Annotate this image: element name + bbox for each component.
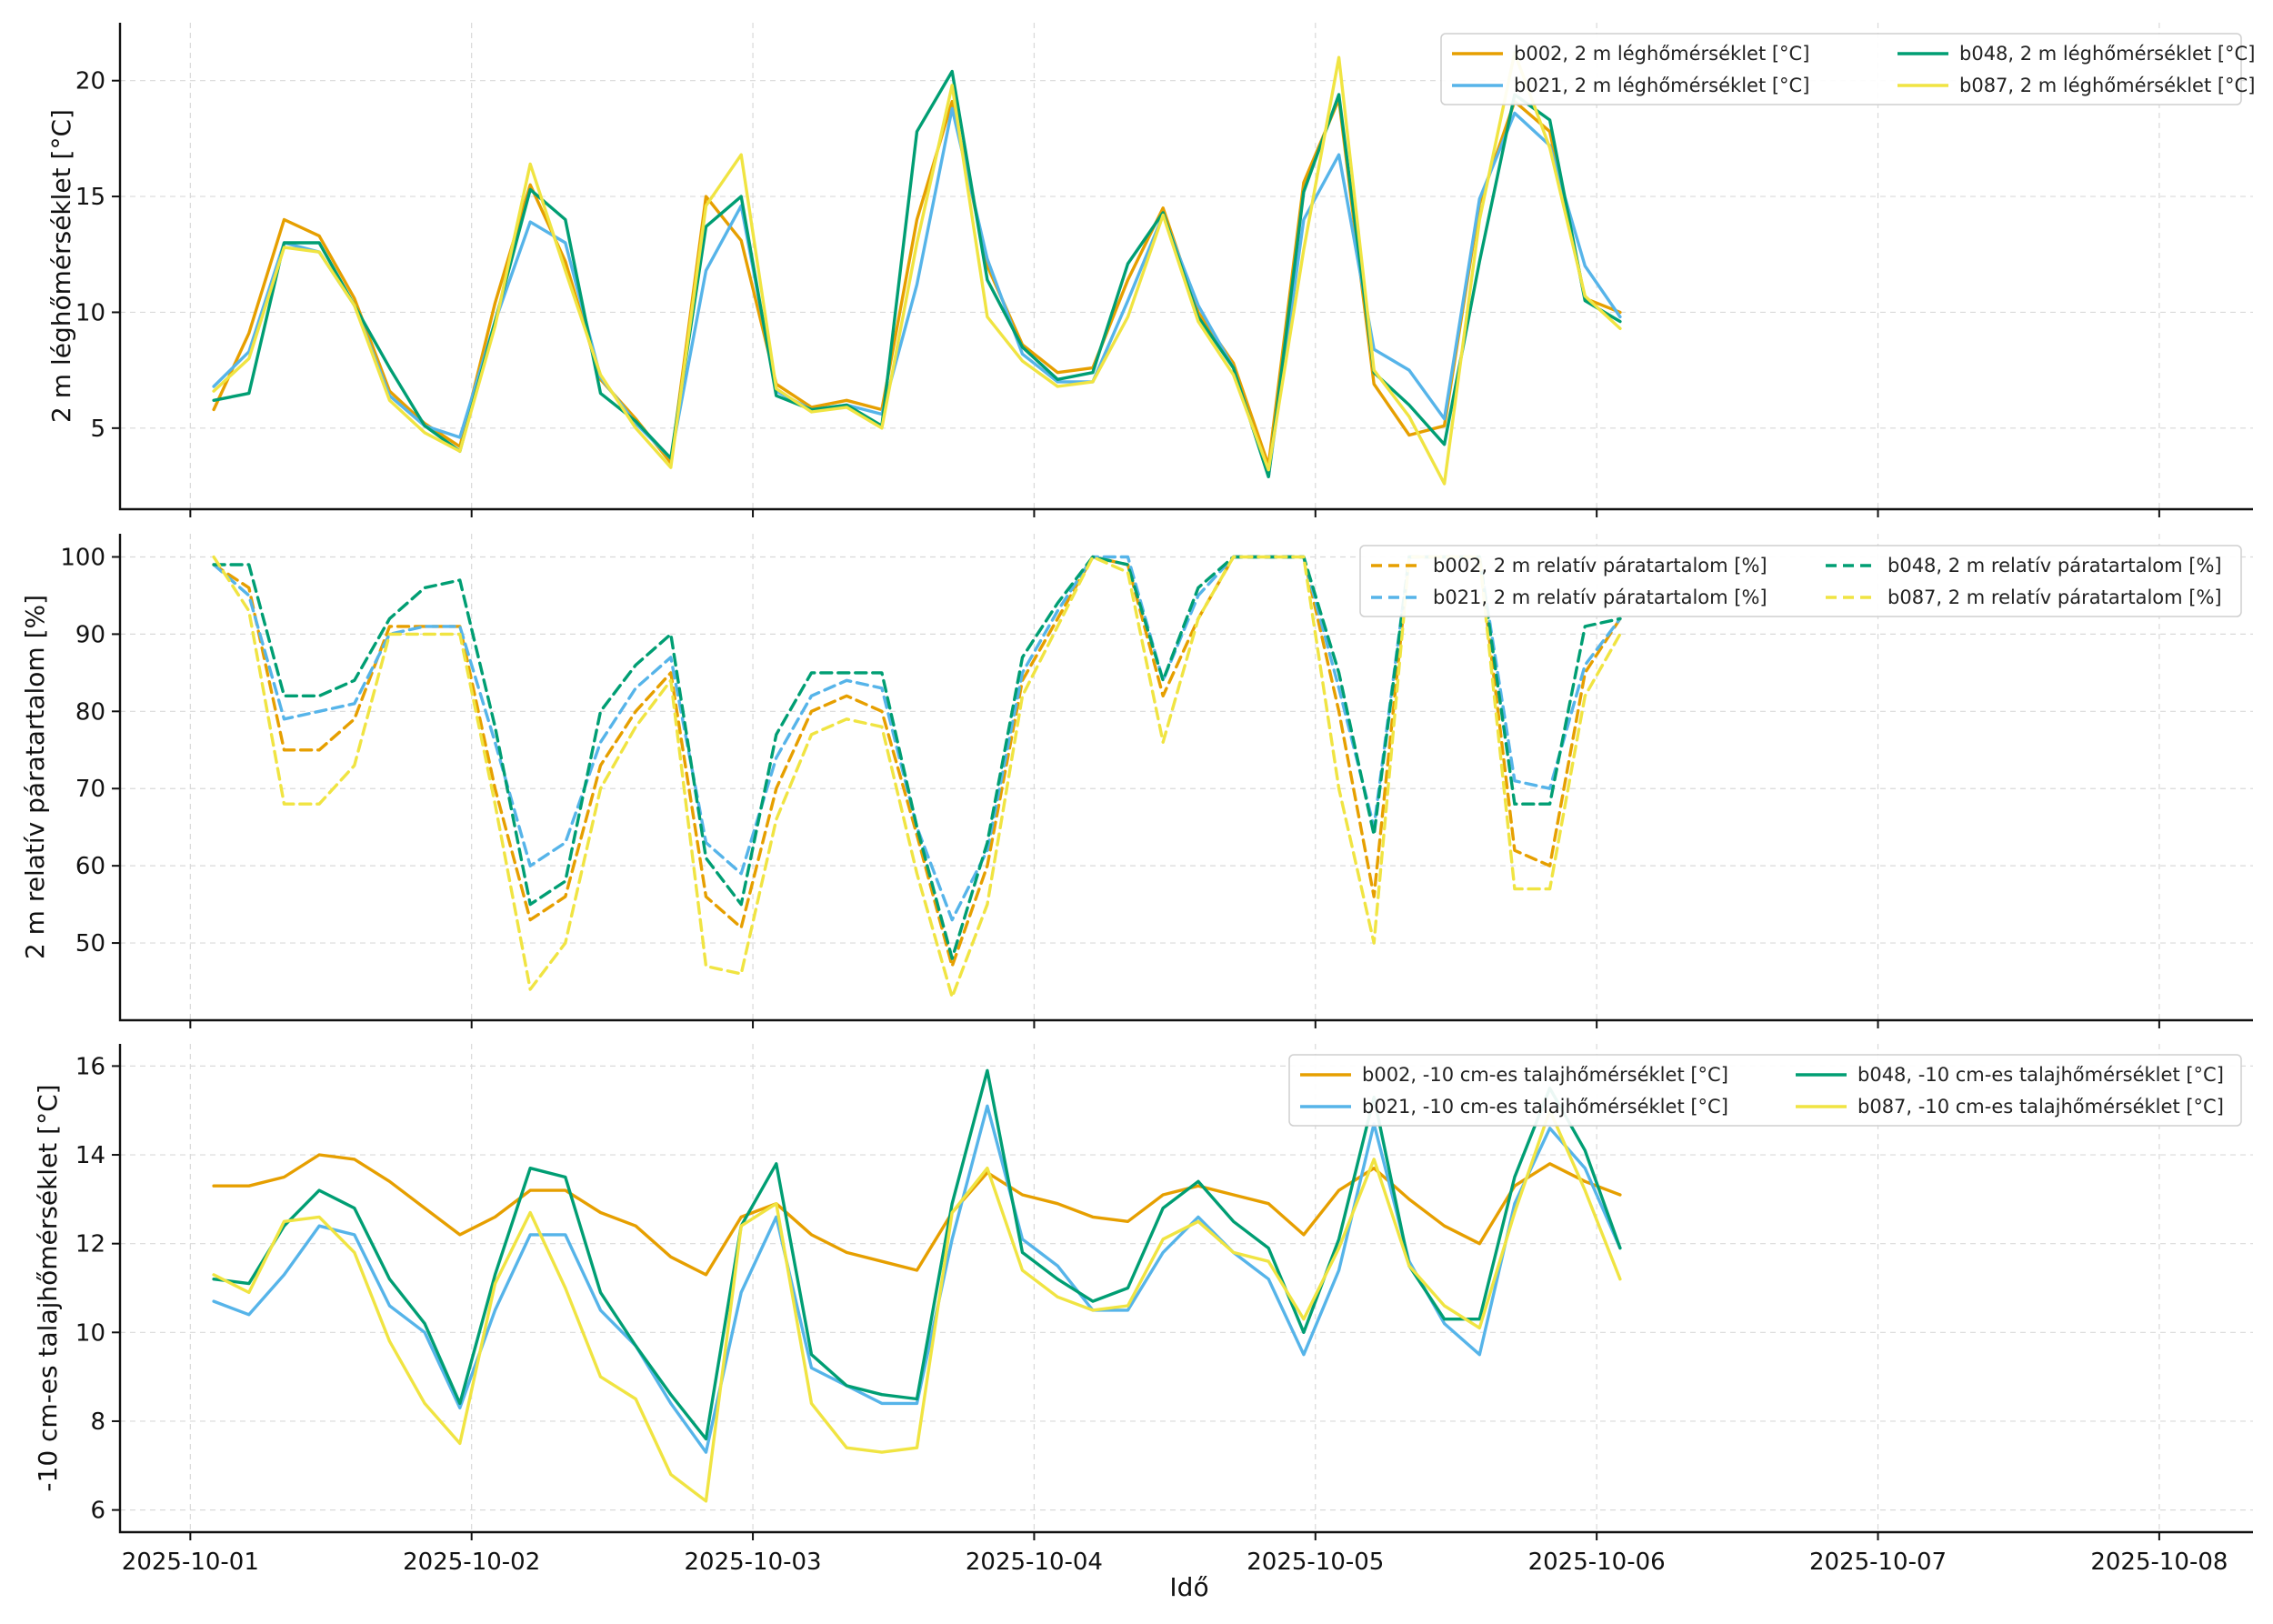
y-tick-label: 6 — [90, 1498, 105, 1525]
y-tick-label: 15 — [75, 184, 105, 211]
axis-spines — [118, 534, 2253, 1022]
x-tick-label: 2025-10-05 — [1247, 1549, 1384, 1576]
legend: b002, -10 cm-es talajhőmérséklet [°C] b02… — [1288, 1054, 2242, 1127]
y-tick-label: 20 — [75, 68, 105, 95]
legend-frame — [1440, 33, 2242, 105]
legend-label: b002, 2 m relatív páratartalom [%] — [1433, 555, 1767, 576]
y-tick-label: 16 — [75, 1053, 105, 1080]
x-tick-label: 2025-10-08 — [2090, 1549, 2228, 1576]
y-tick-label: 10 — [75, 1319, 105, 1347]
series-line-b021 — [212, 106, 1622, 478]
x-axis-title: Idő — [1169, 1572, 1208, 1602]
series-line-b048 — [212, 555, 1622, 960]
x-tick-label: 2025-10-06 — [1528, 1549, 1666, 1576]
series-line-b087 — [212, 51, 1622, 486]
legend-label: b048, -10 cm-es talajhőmérséklet [°C] — [1857, 1064, 2224, 1086]
x-tick-label: 2025-10-02 — [403, 1549, 540, 1576]
panel-air-temperature: 5 10 15 20 2 m léghőmérséklet [°C] b002, 2 m … — [46, 23, 2255, 517]
y-tick-label: 10 — [75, 299, 105, 326]
series-line-b002 — [212, 97, 1622, 467]
series-group — [212, 1068, 1622, 1503]
y-tick-label: 90 — [75, 621, 105, 648]
y-tick-label: 70 — [75, 776, 105, 803]
legend: b002, 2 m relatív páratartalom [%] b021, … — [1359, 545, 2242, 617]
series-line-b087 — [212, 1108, 1622, 1503]
axis-spines — [118, 1044, 2253, 1534]
series-group — [212, 555, 1622, 999]
legend-label: b021, 2 m léghőmérséklet [°C] — [1514, 75, 1809, 96]
panel-soil-temperature: 6 8 10 12 14 16 2025-10-01 2025-10-02 2025-10-03… — [33, 1044, 2253, 1576]
legend-label: b048, 2 m léghőmérséklet [°C] — [1959, 43, 2255, 65]
y-tick-label: 5 — [90, 416, 105, 443]
legend-label: b087, -10 cm-es talajhőmérséklet [°C] — [1857, 1096, 2224, 1118]
y-tick-label: 8 — [90, 1408, 105, 1436]
y-tick-label: 100 — [60, 544, 105, 571]
y-tick-label: 12 — [75, 1231, 105, 1258]
y-axis-title: 2 m léghőmérséklet [°C] — [46, 109, 76, 423]
x-tick-label: 2025-10-07 — [1809, 1549, 1947, 1576]
x-tick-label: 2025-10-04 — [966, 1549, 1103, 1576]
x-tick-label: 2025-10-03 — [685, 1549, 822, 1576]
legend: b002, 2 m léghőmérséklet [°C] b021, 2 m l… — [1440, 33, 2255, 105]
series-line-b002 — [212, 1153, 1622, 1277]
legend-frame — [1288, 1054, 2242, 1127]
legend-label: b002, 2 m léghőmérséklet [°C] — [1514, 43, 1809, 65]
legend-label: b002, -10 cm-es talajhőmérséklet [°C] — [1362, 1064, 1728, 1086]
series-group — [212, 51, 1622, 486]
y-tick-label: 14 — [75, 1142, 105, 1169]
y-tick-label: 50 — [75, 930, 105, 957]
legend-label: b048, 2 m relatív páratartalom [%] — [1887, 555, 2222, 576]
series-line-b048 — [212, 1068, 1622, 1441]
y-axis-title: -10 cm-es talajhőmérséklet [°C] — [33, 1084, 63, 1491]
series-line-b021 — [212, 1104, 1622, 1454]
x-tick-label: 2025-10-01 — [122, 1549, 259, 1576]
y-axis-title: 2 m relatív páratartalom [%] — [20, 595, 50, 959]
y-tick-label: 80 — [75, 698, 105, 726]
series-line-b002 — [212, 555, 1622, 968]
axis-spines — [118, 23, 2253, 511]
series-line-b087 — [212, 555, 1622, 999]
legend-label: b021, 2 m relatív páratartalom [%] — [1433, 586, 1767, 608]
legend-label: b021, -10 cm-es talajhőmérséklet [°C] — [1362, 1096, 1728, 1118]
legend-frame — [1359, 545, 2242, 617]
legend-label: b087, 2 m léghőmérséklet [°C] — [1959, 75, 2255, 96]
panel-relative-humidity: 50 60 70 80 90 100 2 m relatív páratartalom [%… — [20, 534, 2253, 1028]
legend-label: b087, 2 m relatív páratartalom [%] — [1887, 586, 2222, 608]
y-tick-label: 60 — [75, 853, 105, 880]
